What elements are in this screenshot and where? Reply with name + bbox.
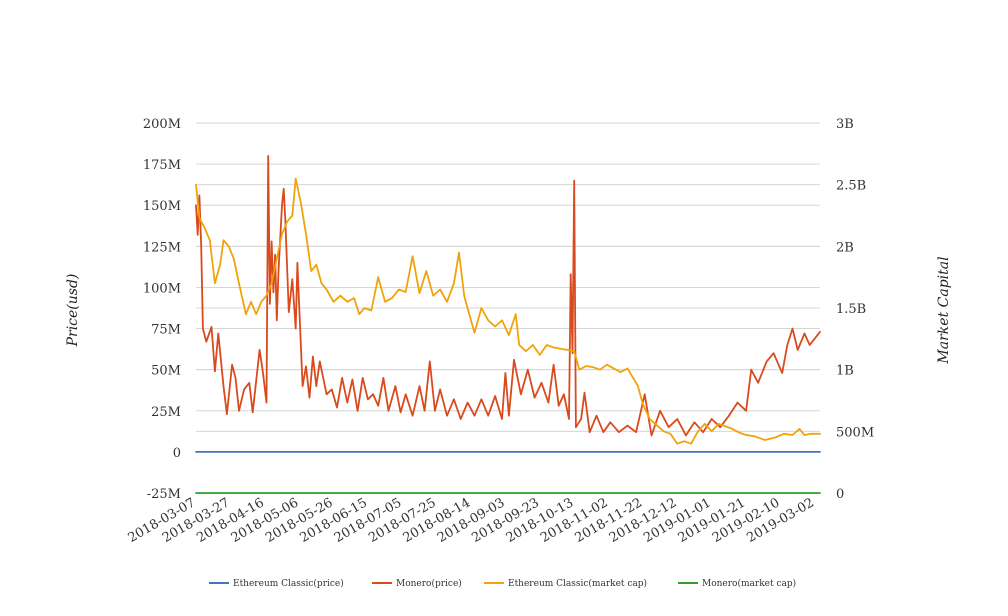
right-tick-label: 3B bbox=[836, 117, 854, 132]
left-tick-label: 50M bbox=[151, 364, 181, 379]
left-tick-label: 200M bbox=[143, 117, 181, 132]
legend: Ethereum Classic(price) Monero(price) Ethe… bbox=[209, 578, 796, 589]
right-tick-label: 2B bbox=[836, 240, 854, 255]
right-tick-label: 1B bbox=[836, 364, 854, 379]
left-tick-label: 75M bbox=[151, 323, 181, 338]
left-axis-ticks: -25M 0 25M 50M 75M 100M 125M 150M 175M 200M bbox=[143, 117, 181, 502]
legend-label: Ethereum Classic(price) bbox=[233, 578, 344, 589]
left-tick-label: 25M bbox=[151, 405, 181, 420]
right-tick-label: 2.5B bbox=[836, 179, 866, 194]
legend-label: Monero(market cap) bbox=[702, 578, 796, 589]
left-tick-label: 0 bbox=[173, 446, 181, 461]
legend-label: Ethereum Classic(market cap) bbox=[508, 578, 647, 589]
left-tick-label: 175M bbox=[143, 158, 181, 173]
left-tick-label: -25M bbox=[147, 487, 181, 502]
legend-label: Monero(price) bbox=[396, 578, 462, 589]
right-axis-ticks: 0 500M 1B 1.5B 2B 2.5B 3B bbox=[836, 117, 874, 502]
right-tick-label: 500M bbox=[836, 425, 874, 440]
right-axis-title: Market Capital bbox=[936, 256, 952, 364]
left-tick-label: 125M bbox=[143, 240, 181, 255]
left-tick-label: 150M bbox=[143, 199, 181, 214]
right-tick-label: 1.5B bbox=[836, 302, 866, 317]
series-line-ethereum-classic-market-cap bbox=[195, 177, 821, 445]
series-group bbox=[195, 155, 821, 494]
left-axis-title: Price(usd) bbox=[65, 274, 81, 348]
right-tick-label: 0 bbox=[836, 487, 844, 502]
x-axis-ticks: 2018-03-072018-03-272018-04-162018-05-06… bbox=[126, 495, 817, 545]
left-tick-label: 100M bbox=[143, 281, 181, 296]
series-line-monero-price bbox=[195, 155, 821, 437]
